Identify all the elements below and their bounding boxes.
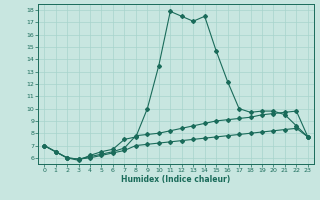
- X-axis label: Humidex (Indice chaleur): Humidex (Indice chaleur): [121, 175, 231, 184]
